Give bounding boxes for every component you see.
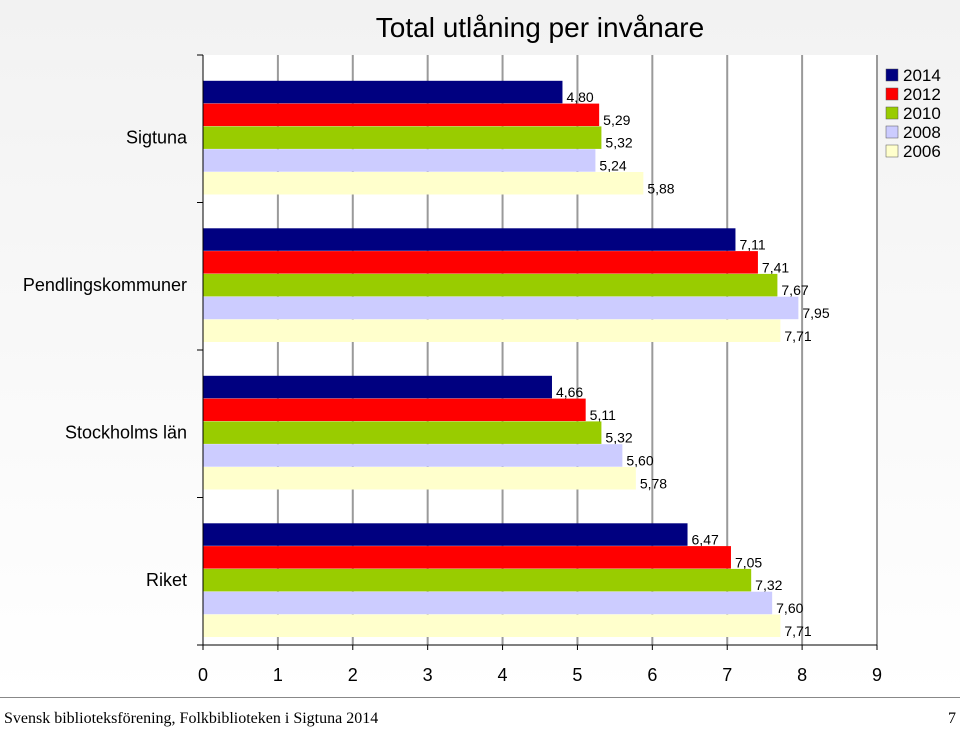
bar — [203, 614, 781, 637]
bar — [203, 444, 623, 467]
data-label: 7,67 — [781, 282, 808, 298]
bar — [203, 421, 602, 444]
chart-panel: Total utlåning per invånare 4,80 5,29 5,32… — [0, 0, 960, 698]
bar — [203, 375, 552, 399]
legend-label: 2006 — [903, 142, 941, 161]
data-label: 7,05 — [735, 554, 762, 570]
data-label: 5,29 — [603, 112, 630, 128]
bar — [203, 523, 688, 546]
page-number: 7 — [948, 710, 956, 727]
category-label: Stockholms län — [65, 423, 187, 443]
data-label: 5,78 — [640, 475, 667, 491]
bar — [203, 103, 600, 127]
footer-source: Svensk biblioteksförening, Folkbibliotek… — [4, 710, 379, 727]
x-tick-label: 5 — [572, 665, 582, 685]
bar-chart: 4,80 5,29 5,32 5,24 5,88 Sigtuna 7,11 7,41 7,67 7… — [23, 54, 941, 685]
data-label: 5,32 — [605, 430, 632, 446]
data-label: 6,47 — [692, 532, 719, 548]
bar — [203, 319, 781, 342]
bar — [203, 296, 799, 320]
x-tick-label: 8 — [797, 665, 807, 685]
data-label: 5,60 — [626, 452, 653, 468]
data-label: 5,88 — [647, 180, 674, 196]
x-tick-label: 3 — [423, 665, 433, 685]
data-label: 7,71 — [784, 623, 811, 639]
bar — [203, 467, 636, 490]
bar — [203, 126, 602, 149]
x-tick-label: 1 — [273, 665, 283, 685]
legend-swatch — [885, 68, 899, 82]
legend-swatch — [885, 106, 899, 120]
data-label: 7,95 — [802, 305, 829, 321]
x-tick-label: 4 — [498, 665, 508, 685]
data-label: 5,32 — [605, 135, 632, 151]
data-label: 7,71 — [784, 328, 811, 344]
bar — [203, 80, 563, 104]
data-label: 7,60 — [776, 600, 803, 616]
bar — [203, 273, 778, 297]
legend-label: 2010 — [903, 104, 941, 123]
bar — [203, 591, 773, 615]
category-label: Pendlingskommuner — [23, 275, 187, 295]
data-label: 4,80 — [566, 89, 593, 105]
category-label: Riket — [146, 570, 187, 590]
bar — [203, 568, 752, 592]
bar — [203, 251, 758, 274]
data-label: 7,41 — [762, 259, 789, 275]
legend-label: 2012 — [903, 85, 941, 104]
legend-label: 2008 — [903, 123, 941, 142]
legend-swatch — [885, 144, 899, 158]
x-tick-label: 0 — [198, 665, 208, 685]
data-label: 4,66 — [556, 384, 583, 400]
data-label: 5,11 — [590, 407, 616, 423]
data-label: 5,24 — [599, 157, 626, 173]
chart-title: Total utlåning per invånare — [375, 12, 705, 43]
bar — [203, 149, 596, 172]
bar — [203, 228, 736, 251]
legend-swatch — [885, 125, 899, 139]
x-tick-label: 9 — [872, 665, 882, 685]
bar — [203, 546, 731, 569]
bar — [203, 172, 644, 195]
x-tick-label: 2 — [348, 665, 358, 685]
category-label: Sigtuna — [126, 128, 188, 148]
x-tick-label: 7 — [722, 665, 732, 685]
data-label: 7,32 — [755, 577, 782, 593]
x-tick-label: 6 — [647, 665, 657, 685]
data-label: 7,11 — [739, 237, 765, 253]
legend-label: 2014 — [903, 66, 941, 85]
legend-swatch — [885, 87, 899, 101]
bar — [203, 398, 586, 422]
